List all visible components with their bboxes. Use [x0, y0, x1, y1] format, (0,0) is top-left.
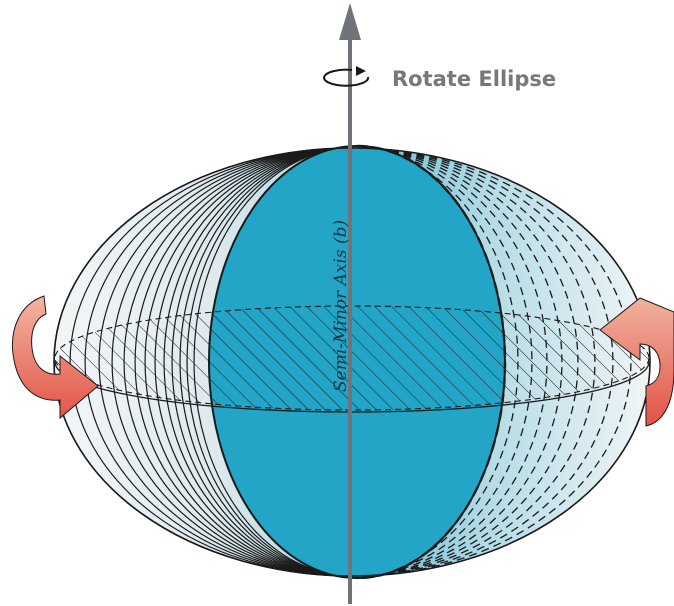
left-rotation-arrow-icon	[12, 295, 99, 420]
axis-arrow-icon	[339, 3, 361, 40]
right-rotation-arrow-icon	[599, 297, 674, 427]
rotation-axis	[339, 3, 361, 604]
semi-minor-axis-label: Semi-Minor Axis (b)	[331, 220, 351, 392]
rotation-loop-icon	[323, 66, 370, 87]
rotate-ellipse-label: Rotate Ellipse	[392, 67, 556, 91]
